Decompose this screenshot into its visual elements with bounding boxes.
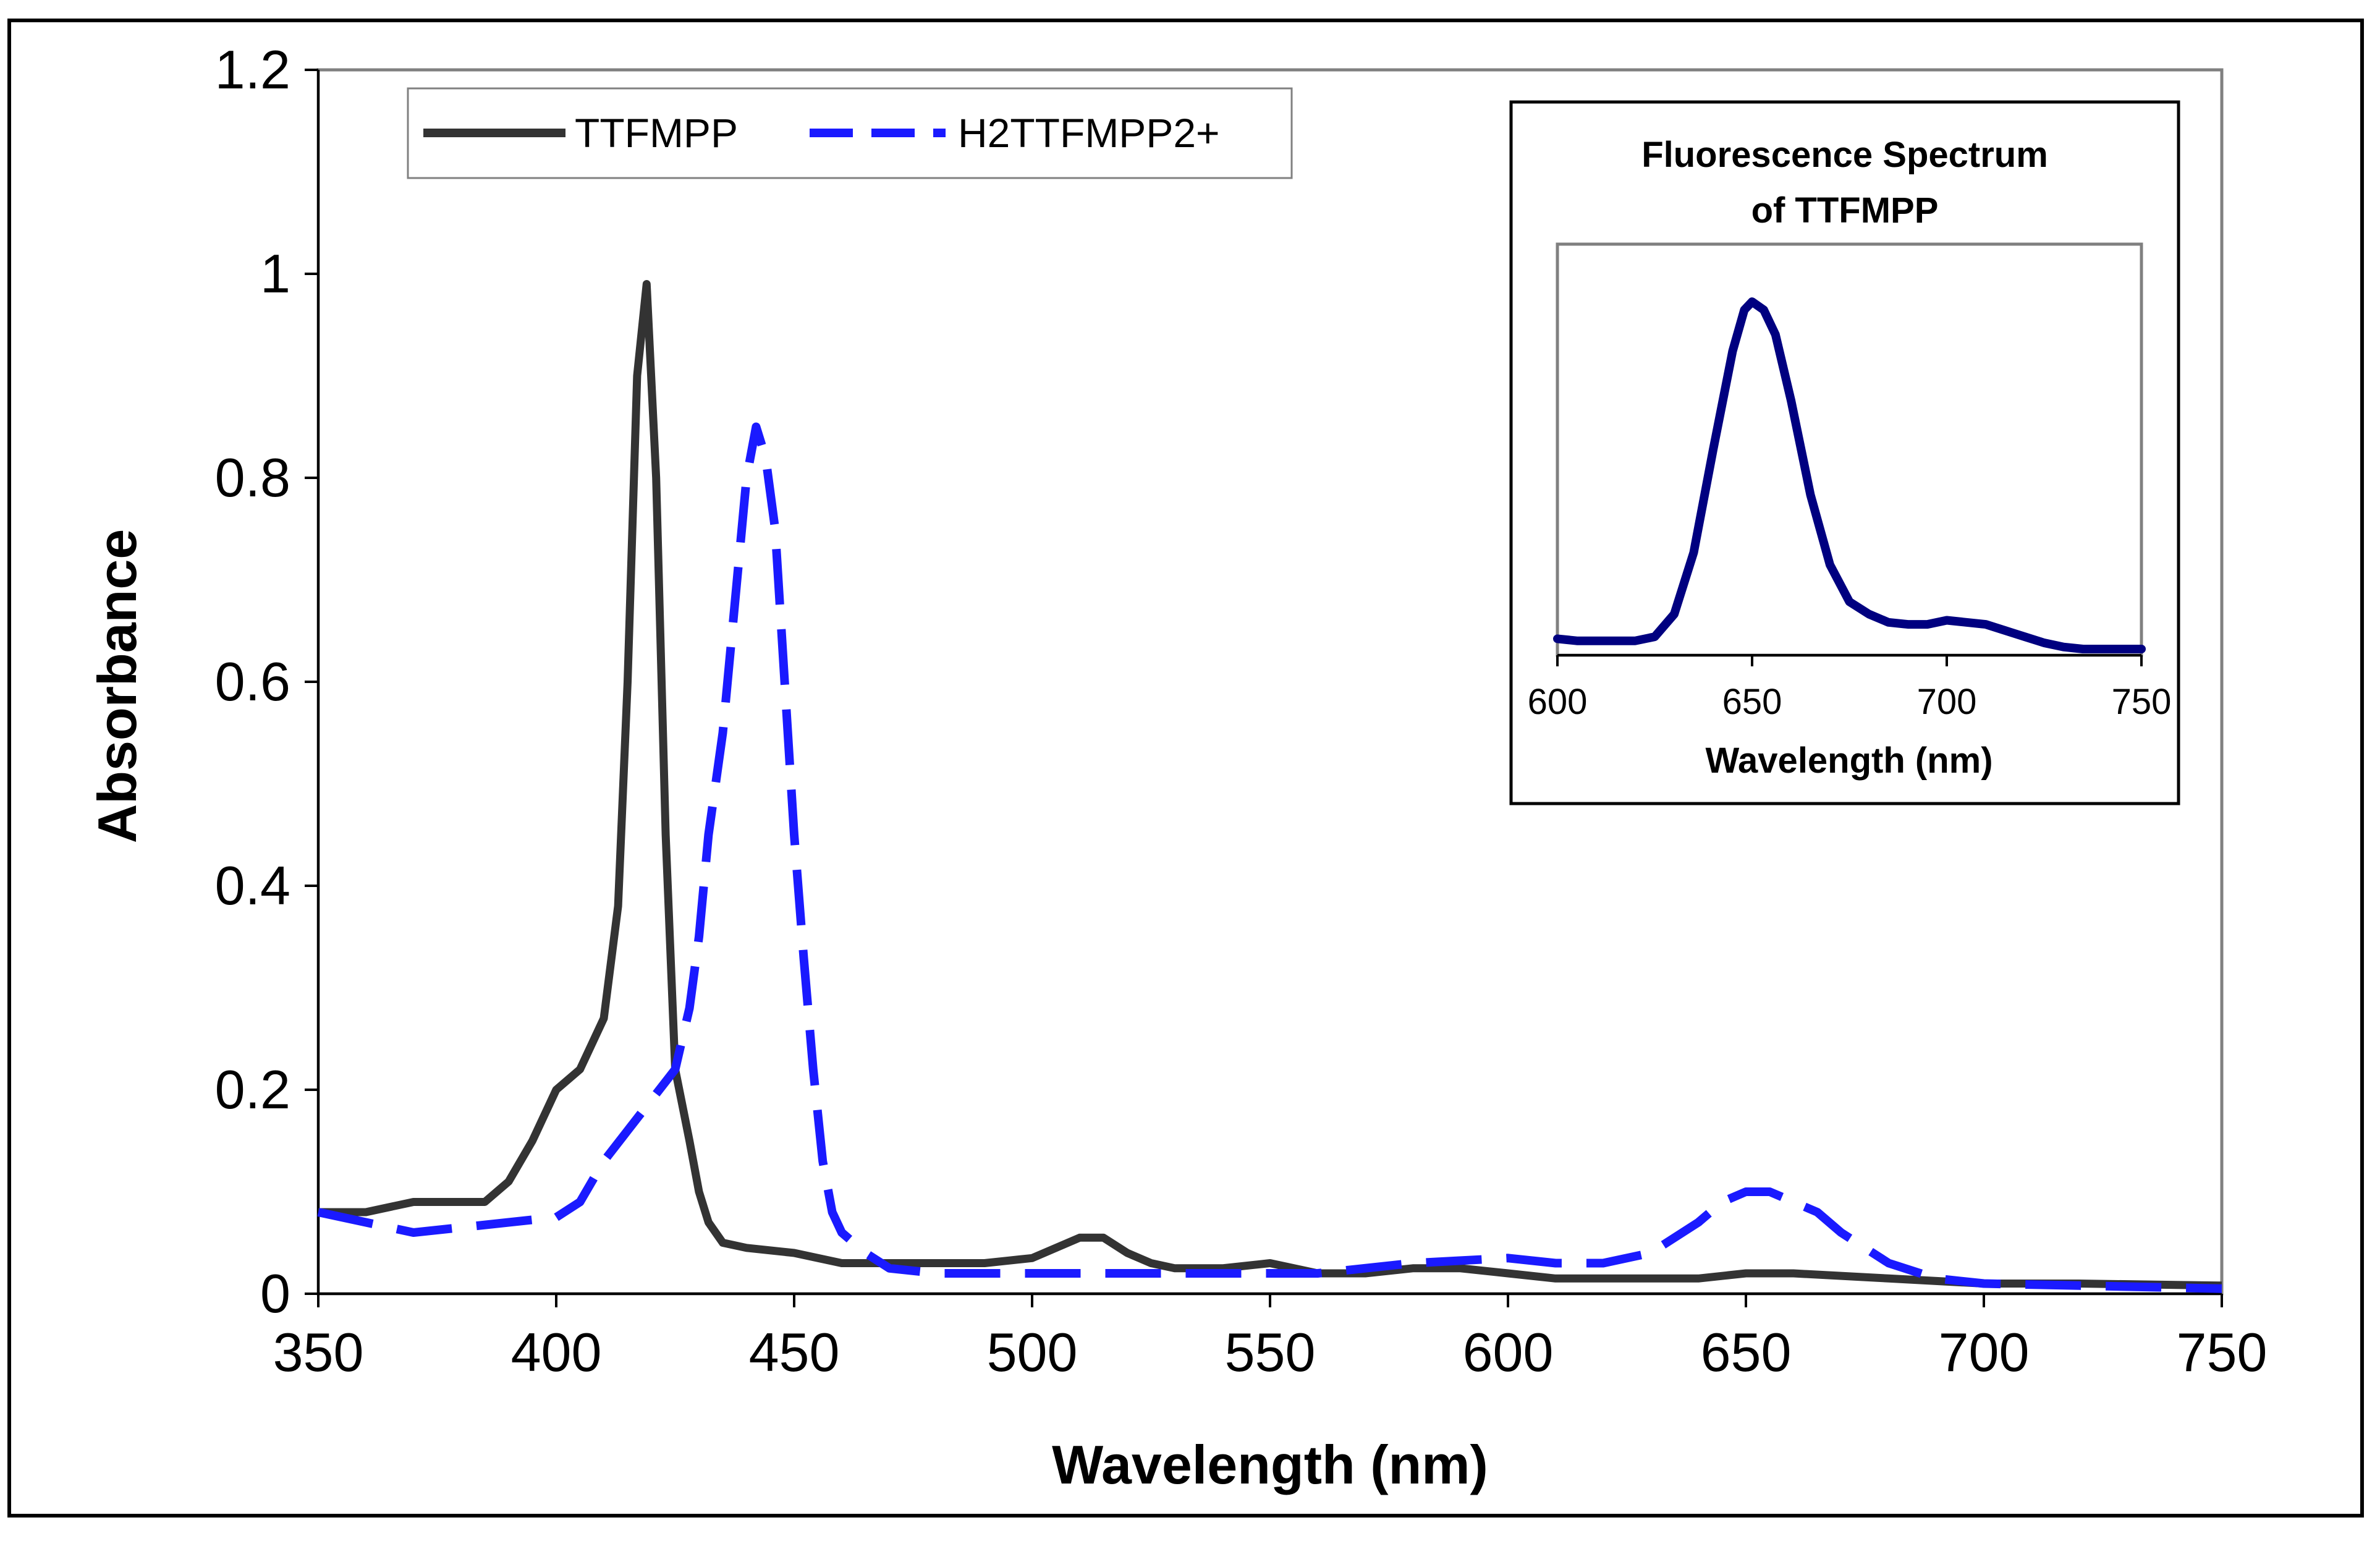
main-y-tick-label: 0.4 bbox=[215, 855, 290, 916]
main-y-axis-title: Absorbance bbox=[87, 529, 148, 844]
inset-x-tick-label: 750 bbox=[2112, 682, 2172, 722]
series-line-h2ttfmpp2 bbox=[317, 422, 2222, 1293]
inset-x-axis-title: Wavelength (nm) bbox=[1705, 741, 1993, 781]
main-y-tick-label: 0.6 bbox=[215, 651, 290, 712]
main-y-axis: 0 0.2 0.4 0.6 0.8 1 1.2 bbox=[215, 39, 320, 1324]
main-x-tick-label: 450 bbox=[749, 1322, 840, 1383]
main-x-tick-label: 400 bbox=[511, 1322, 602, 1383]
main-y-tick-label: 0.8 bbox=[215, 447, 290, 508]
main-x-tick-label: 700 bbox=[1939, 1322, 2030, 1383]
main-x-tick-label: 750 bbox=[2177, 1322, 2268, 1383]
inset-title-line-2: of TTFMPP bbox=[1751, 190, 1939, 231]
inset-x-axis: 600 650 700 750 bbox=[1528, 654, 2172, 722]
main-x-tick-label: 350 bbox=[273, 1322, 364, 1383]
inset-x-tick-label: 600 bbox=[1528, 682, 1588, 722]
main-y-tick-label: 1.2 bbox=[215, 39, 290, 100]
inset-series-group bbox=[1553, 297, 2146, 653]
legend: TTFMPP H2TTFMPP2+ bbox=[407, 87, 1293, 179]
inset-title-line-1: Fluorescence Spectrum bbox=[1641, 135, 2048, 175]
main-y-tick-label: 1 bbox=[260, 243, 290, 304]
series-line-ttfmpp bbox=[318, 280, 2222, 1290]
main-y-tick-label: 0 bbox=[260, 1263, 290, 1324]
main-x-tick-label: 650 bbox=[1701, 1322, 1792, 1383]
inset-series-line-fluorescence bbox=[1553, 297, 2146, 653]
main-x-axis: 350 400 450 500 550 600 650 700 750 bbox=[273, 1293, 2268, 1383]
legend-label-ttfmpp: TTFMPP bbox=[575, 110, 738, 156]
main-y-tick-label: 0.2 bbox=[215, 1059, 290, 1120]
inset-x-tick-label: 650 bbox=[1722, 682, 1782, 722]
main-x-tick-label: 550 bbox=[1225, 1322, 1316, 1383]
legend-label-h2ttfmpp2: H2TTFMPP2+ bbox=[958, 110, 1220, 156]
inset-chart: Fluorescence Spectrum of TTFMPP 600 650 70… bbox=[1509, 100, 2180, 805]
main-x-tick-label: 500 bbox=[987, 1322, 1078, 1383]
inset-x-tick-label: 700 bbox=[1917, 682, 1977, 722]
main-series-group bbox=[317, 280, 2222, 1293]
main-x-tick-label: 600 bbox=[1463, 1322, 1554, 1383]
main-x-axis-title: Wavelength (nm) bbox=[1052, 1434, 1488, 1495]
